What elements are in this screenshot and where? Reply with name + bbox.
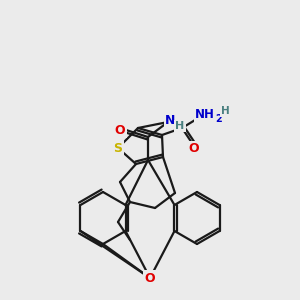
Text: O: O: [145, 272, 155, 284]
Text: N: N: [165, 113, 175, 127]
Text: O: O: [115, 124, 125, 136]
Text: O: O: [189, 142, 199, 155]
Text: 2: 2: [216, 114, 222, 124]
Text: H: H: [176, 121, 184, 131]
Text: NH: NH: [195, 109, 215, 122]
Text: H: H: [220, 106, 230, 116]
Text: S: S: [113, 142, 122, 154]
